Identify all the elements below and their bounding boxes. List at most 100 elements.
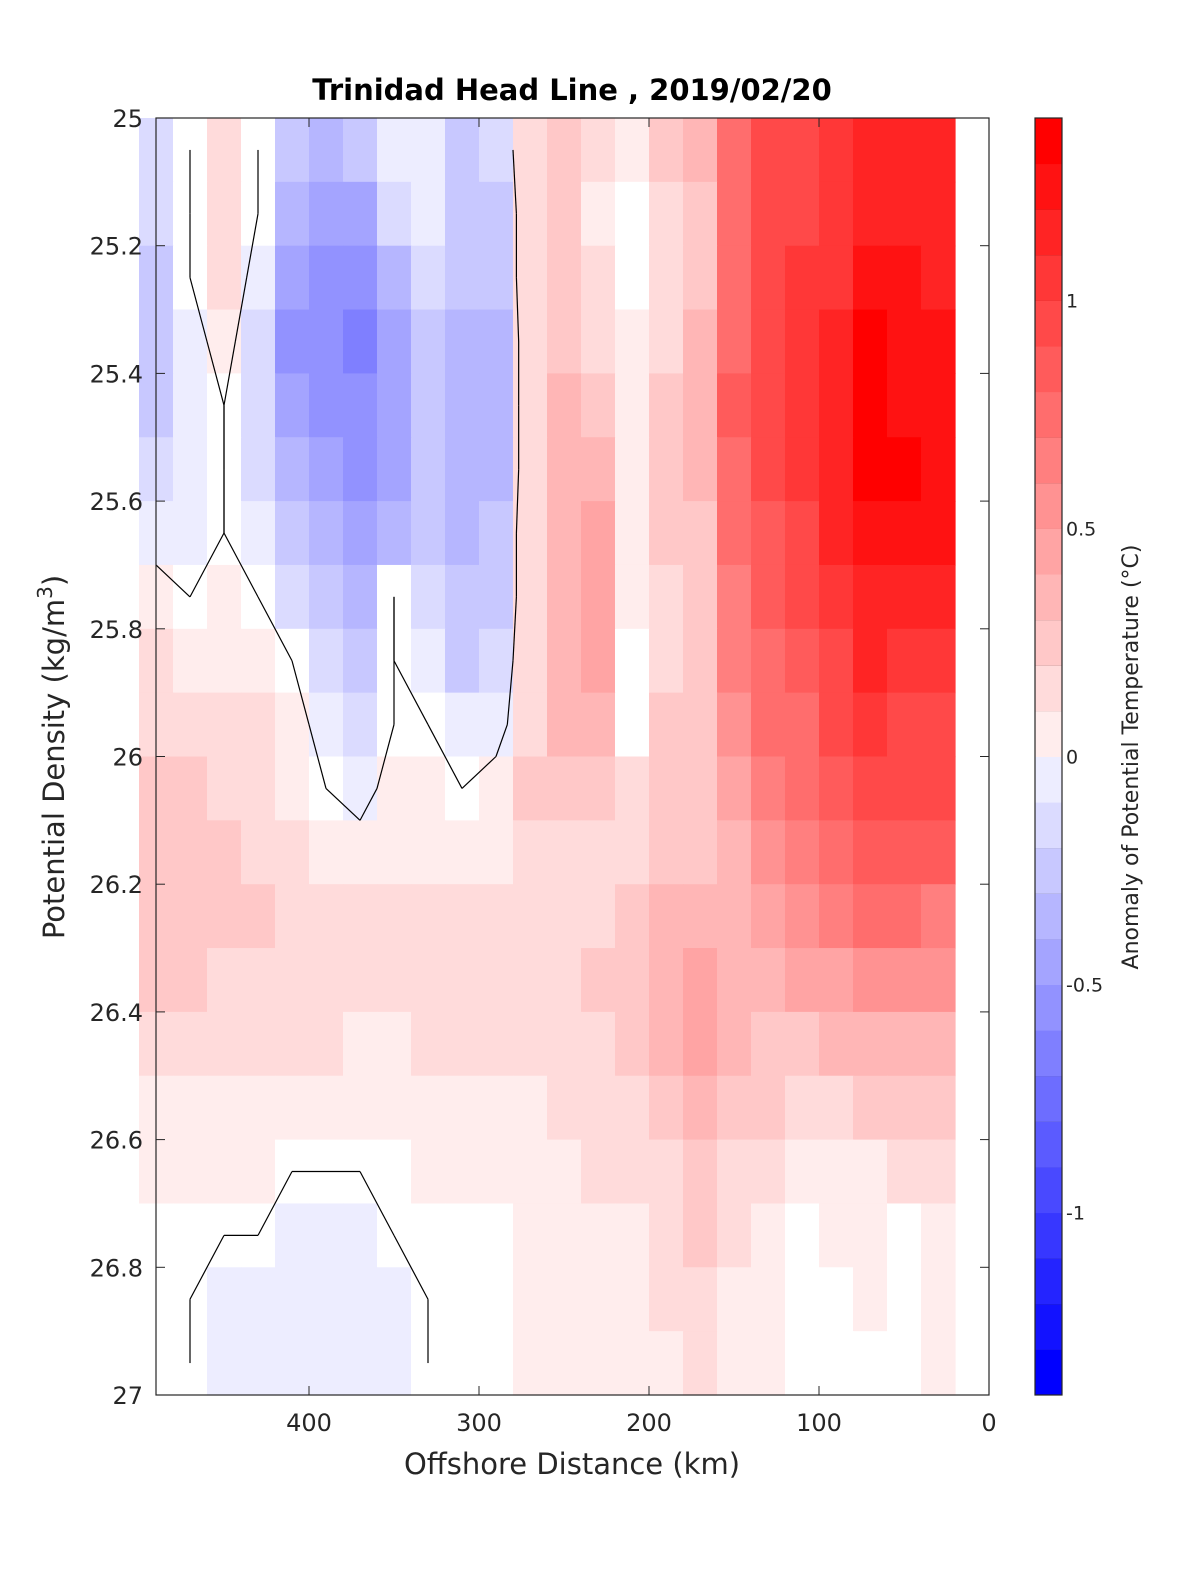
zero-contour-segment [234,277,248,342]
heatmap-cell [241,1075,276,1141]
heatmap-cell [207,1075,242,1141]
heatmap-cell [615,820,650,885]
heatmap-cell [173,437,208,502]
heatmap-cell [751,1011,786,1077]
heatmap-cell [309,1011,344,1077]
colorbar-swatch [1035,118,1062,165]
heatmap-cell [513,1011,548,1077]
heatmap-cell [887,756,922,821]
heatmap-cells [139,118,956,1396]
colorbar-swatch [1035,1075,1062,1122]
heatmap-cell [887,373,922,438]
heatmap-cell [275,373,310,438]
zero-contour-segment [206,341,225,406]
heatmap-cell [241,692,276,758]
heatmap-cell [173,756,208,821]
heatmap-cell [445,1139,480,1205]
heatmap-cell [819,756,854,821]
heatmap-cell [683,756,718,821]
heatmap-cell [751,373,786,438]
x-tick-label: 300 [456,1409,502,1437]
heatmap-cell [581,501,616,566]
colorbar-swatch [1035,1258,1062,1305]
heatmap-cell [309,1331,344,1396]
y-axis-label-close: ) [37,575,71,586]
heatmap-cell [581,1267,616,1332]
heatmap-cell [479,1203,514,1268]
heatmap-cell [343,692,378,758]
heatmap-cell [819,1139,854,1205]
heatmap-cell [411,245,446,311]
zero-contour-segment [257,596,293,662]
heatmap-cell [411,1011,446,1077]
y-tick-label: 26.4 [90,999,143,1027]
colorbar-tick-label: -0.5 [1066,975,1103,997]
heatmap-cell [581,628,616,694]
heatmap-cell [751,564,786,630]
heatmap-cell [615,948,650,1013]
heatmap-cell [921,118,956,183]
heatmap-cell [309,1203,344,1268]
heatmap-cell [785,309,820,374]
heatmap-cell [547,437,582,502]
heatmap-cell [241,948,276,1013]
heatmap-cell [343,628,378,694]
colorbar-swatch [1035,391,1062,438]
heatmap-cell [207,1331,242,1396]
zero-contour-segment [359,788,378,821]
heatmap-cell [887,820,922,885]
heatmap-cell [173,1203,208,1268]
heatmap-cell [343,1075,378,1141]
heatmap-cell [887,181,922,247]
heatmap-cell [479,1011,514,1077]
heatmap-cell [241,437,276,502]
heatmap-cell [853,820,888,885]
zero-contour-segment [189,532,225,598]
heatmap-cell [717,501,752,566]
heatmap-cell [207,692,242,758]
heatmap-cell [649,1011,684,1077]
heatmap-cell [615,628,650,694]
heatmap-cell [479,820,514,885]
colorbar-swatch [1035,254,1062,301]
heatmap-cell [479,628,514,694]
heatmap-cell [547,245,582,311]
heatmap-cell [819,948,854,1013]
heatmap-cell [547,948,582,1013]
zero-contour-segment [246,213,259,278]
zero-contour-segment [189,1235,225,1300]
heatmap-cell [615,1011,650,1077]
colorbar-swatch [1035,574,1062,621]
heatmap-cell [309,181,344,247]
y-tick-label: 25.4 [90,360,143,388]
heatmap-cell [649,373,684,438]
heatmap-cell [717,309,752,374]
colorbar: 1 0.5 0 -0.5 -1 [1034,117,1103,1396]
heatmap-cell [547,884,582,949]
heatmap-cell [513,884,548,949]
heatmap-cell [853,1139,888,1205]
zero-contours [155,149,520,1364]
heatmap-cell [241,1267,276,1332]
heatmap-cell [513,1203,548,1268]
heatmap-cell [785,373,820,438]
heatmap-cell [581,437,616,502]
zero-contour-segment [376,724,395,789]
heatmap-cell [445,245,480,311]
heatmap-cell [751,501,786,566]
colorbar-ticks: 1 0.5 0 -0.5 -1 [1066,290,1103,1224]
zero-contour-segment [393,1235,429,1300]
heatmap-cell [207,628,242,694]
heatmap-cell [785,692,820,758]
heatmap-cell [785,1011,820,1077]
colorbar-tick-label: 0.5 [1066,518,1096,540]
heatmap-cell [241,1331,276,1396]
heatmap-cell [581,884,616,949]
heatmap-cell [513,1139,548,1205]
heatmap-cell [819,692,854,758]
heatmap-cell [887,437,922,502]
heatmap-cell [887,948,922,1013]
heatmap-cell [377,1139,412,1205]
heatmap-cell [717,1011,752,1077]
heatmap-cell [377,1267,412,1332]
